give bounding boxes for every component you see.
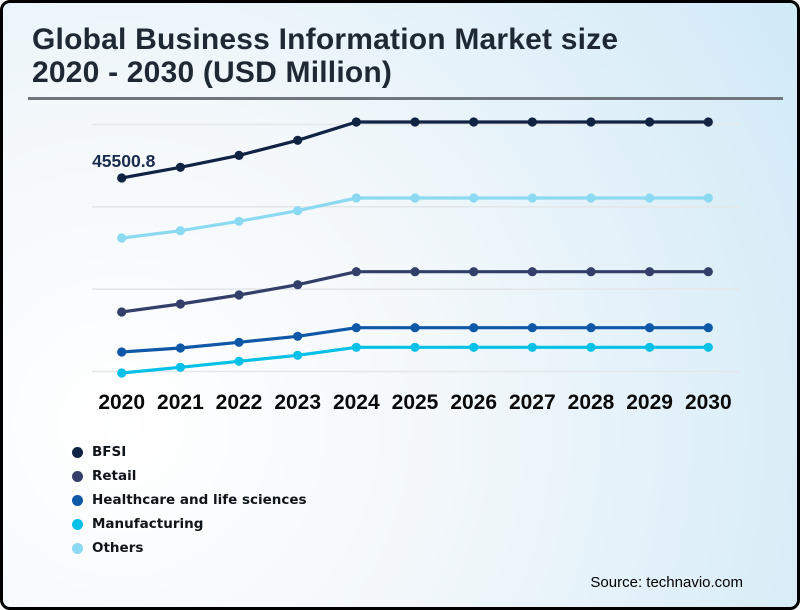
x-tick-label-2022: 2022 [216, 391, 263, 414]
data-point-others-2027 [527, 193, 537, 203]
data-point-others-2025 [410, 193, 420, 203]
legend-label-healthcare-and-life-sciences: Healthcare and life sciences [92, 492, 307, 508]
data-label-bfsi-2020: 45500.8 [92, 151, 156, 171]
data-point-bfsi-2030 [703, 117, 713, 127]
data-point-retail-2025 [410, 267, 420, 277]
data-point-retail-2024 [351, 267, 361, 277]
legend-label-retail: Retail [92, 468, 137, 484]
data-point-bfsi-2028 [586, 117, 596, 127]
data-point-healthcare-and-life-sciences-2024 [351, 323, 361, 333]
data-point-manufacturing-2025 [410, 342, 420, 352]
legend-label-others: Others [92, 540, 144, 556]
data-point-manufacturing-2030 [703, 342, 713, 352]
legend-marker-bfsi [72, 446, 83, 458]
data-point-others-2030 [703, 193, 713, 203]
chart-legend: BFSI Retail Healthcare and life sciences Ma… [72, 440, 307, 560]
legend-item-manufacturing: Manufacturing [72, 512, 307, 536]
data-point-others-2024 [351, 193, 361, 203]
x-tick-label-2029: 2029 [626, 391, 673, 414]
legend-marker-healthcare-and-life-sciences [72, 494, 83, 506]
x-tick-label-2021: 2021 [157, 391, 204, 414]
data-point-retail-2022 [234, 290, 244, 300]
data-point-manufacturing-2024 [351, 342, 361, 352]
data-point-retail-2030 [703, 267, 713, 277]
data-point-retail-2021 [175, 299, 185, 309]
data-point-retail-2028 [586, 267, 596, 277]
x-tick-label-2025: 2025 [392, 391, 439, 414]
x-tick-label-2030: 2030 [685, 391, 732, 414]
data-point-manufacturing-2021 [175, 362, 185, 372]
data-point-healthcare-and-life-sciences-2027 [527, 323, 537, 333]
series-line-others [120, 196, 710, 240]
series-line-retail [120, 270, 710, 314]
x-tick-label-2027: 2027 [509, 391, 556, 414]
data-point-others-2026 [469, 193, 479, 203]
data-point-bfsi-2021 [175, 162, 185, 172]
data-point-bfsi-2029 [645, 117, 655, 127]
data-point-healthcare-and-life-sciences-2028 [586, 323, 596, 333]
x-tick-label-2020: 2020 [98, 391, 145, 414]
data-point-retail-2023 [293, 280, 303, 290]
data-point-others-2029 [645, 193, 655, 203]
data-point-bfsi-2024 [351, 117, 361, 127]
chart-svg: 2020 2021 2022 2023 2024 2025 2026 2027 2028 2029… [92, 117, 740, 414]
data-point-healthcare-and-life-sciences-2020 [117, 347, 127, 357]
legend-marker-retail [72, 470, 83, 482]
x-tick-label-2028: 2028 [568, 391, 615, 414]
data-point-others-2021 [175, 226, 185, 236]
x-tick-label-2026: 2026 [450, 391, 497, 414]
data-point-manufacturing-2026 [469, 342, 479, 352]
page-title-line1: Global Business Information Market size [32, 23, 619, 56]
source-text: Source: technavio.com [590, 574, 743, 591]
data-point-healthcare-and-life-sciences-2022 [234, 337, 244, 347]
data-point-retail-2027 [527, 267, 537, 277]
data-point-manufacturing-2027 [527, 342, 537, 352]
legend-marker-others [72, 542, 83, 554]
data-point-others-2022 [234, 216, 244, 226]
data-point-healthcare-and-life-sciences-2026 [469, 323, 479, 333]
data-point-healthcare-and-life-sciences-2029 [645, 323, 655, 333]
data-point-manufacturing-2020 [117, 368, 127, 378]
data-point-manufacturing-2029 [645, 342, 655, 352]
data-point-healthcare-and-life-sciences-2023 [293, 331, 303, 341]
data-point-retail-2020 [117, 307, 127, 317]
data-point-manufacturing-2022 [234, 356, 244, 366]
page-title-line2: 2020 - 2030 (USD Million) [32, 56, 393, 89]
page-title: Global Business Information Market size … [32, 23, 772, 89]
data-point-healthcare-and-life-sciences-2021 [175, 343, 185, 353]
data-point-manufacturing-2023 [293, 350, 303, 360]
data-point-healthcare-and-life-sciences-2025 [410, 323, 420, 333]
data-point-retail-2026 [469, 267, 479, 277]
legend-item-bfsi: BFSI [72, 440, 307, 464]
legend-item-others: Others [72, 536, 307, 560]
data-point-bfsi-2025 [410, 117, 420, 127]
legend-item-healthcare-and-life-sciences: Healthcare and life sciences [72, 488, 307, 512]
data-point-others-2028 [586, 193, 596, 203]
data-point-retail-2029 [645, 267, 655, 277]
data-point-others-2023 [293, 206, 303, 216]
x-tick-label-2024: 2024 [333, 391, 380, 414]
title-divider [28, 97, 783, 100]
legend-item-retail: Retail [72, 464, 307, 488]
data-point-bfsi-2027 [527, 117, 537, 127]
data-point-bfsi-2022 [234, 150, 244, 160]
legend-marker-manufacturing [72, 518, 83, 530]
series-line-bfsi [120, 120, 710, 180]
data-point-healthcare-and-life-sciences-2030 [703, 323, 713, 333]
data-point-bfsi-2023 [293, 135, 303, 145]
legend-label-bfsi: BFSI [92, 444, 127, 460]
legend-label-manufacturing: Manufacturing [92, 516, 204, 532]
data-point-others-2020 [117, 233, 127, 243]
data-point-bfsi-2020 [117, 173, 127, 183]
x-tick-label-2023: 2023 [274, 391, 321, 414]
data-point-manufacturing-2028 [586, 342, 596, 352]
data-point-bfsi-2026 [469, 117, 479, 127]
